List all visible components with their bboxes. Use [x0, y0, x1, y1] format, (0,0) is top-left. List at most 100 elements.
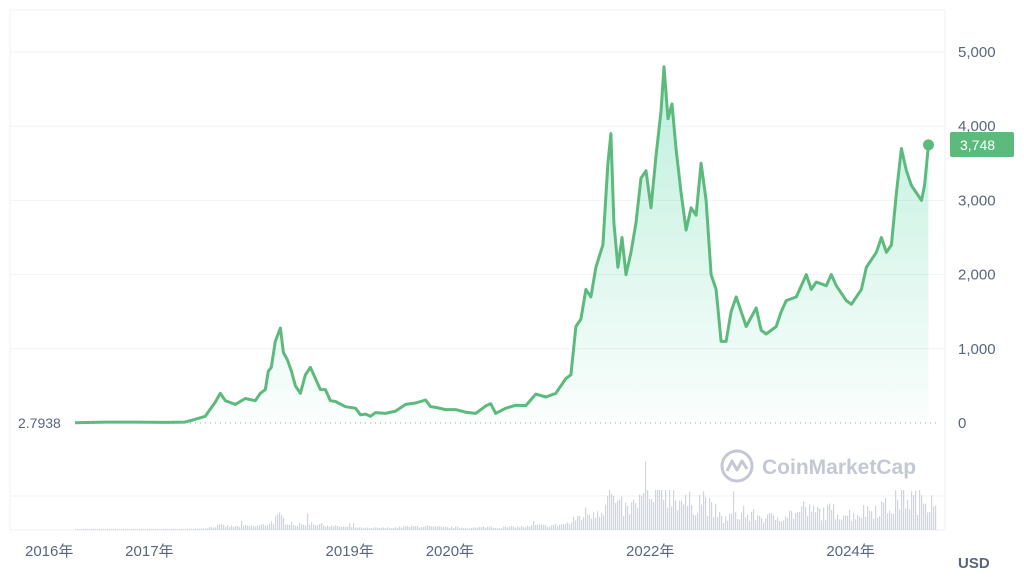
volume-bar [307, 513, 309, 530]
volume-bar [819, 508, 821, 530]
volume-bar [203, 528, 205, 530]
volume-bar [917, 514, 919, 530]
volume-bar [143, 528, 145, 530]
volume-bar [629, 514, 631, 530]
volume-bar [431, 526, 433, 530]
x-tick-label: 2024年 [826, 543, 874, 560]
volume-bar [493, 527, 495, 530]
volume-bar [103, 528, 105, 530]
volume-bar [815, 512, 817, 530]
volume-bar [711, 502, 713, 530]
volume-bar [663, 499, 665, 530]
volume-bar [789, 510, 791, 530]
volume-bar [489, 526, 491, 530]
volume-bar [409, 527, 411, 530]
volume-bar [887, 513, 889, 530]
volume-bar [171, 528, 173, 530]
volume-bar [429, 525, 431, 530]
volume-bar [289, 524, 291, 530]
volume-bar [719, 512, 721, 530]
volume-bar [463, 528, 465, 530]
volume-bar [863, 505, 865, 530]
volume-bar [795, 512, 797, 530]
volume-bar [727, 520, 729, 530]
start-value-label: 2.7938 [18, 415, 61, 431]
watermark-text: CoinMarketCap [762, 456, 916, 479]
volume-bar [821, 520, 823, 530]
volume-bar [259, 525, 261, 530]
volume-bar [537, 524, 539, 530]
volume-bar [541, 524, 543, 530]
volume-bar [315, 525, 317, 530]
volume-bar [667, 507, 669, 530]
volume-bar [851, 520, 853, 530]
y-tick-label: 0 [958, 415, 966, 432]
volume-bar [129, 528, 131, 530]
volume-bar [859, 516, 861, 530]
volume-bar [439, 526, 441, 530]
volume-bar [95, 528, 97, 530]
volume-bar [531, 525, 533, 530]
volume-bar [615, 503, 617, 530]
volume-bar [475, 527, 477, 530]
volume-bar [367, 527, 369, 530]
volume-bar [215, 527, 217, 530]
volume-bar [709, 497, 711, 530]
volume-bar [269, 523, 271, 530]
volume-bar [127, 528, 129, 530]
volume-bar [811, 511, 813, 530]
volume-bar [649, 498, 651, 530]
volume-bar [545, 524, 547, 530]
volume-bar [257, 525, 259, 530]
volume-bar [253, 526, 255, 530]
volume-bar [351, 527, 353, 530]
volume-bar [119, 528, 121, 530]
x-tick-label: 2019年 [326, 543, 374, 560]
volume-bar [897, 499, 899, 530]
volume-bar [683, 504, 685, 530]
volume-bar [149, 528, 151, 530]
volume-bar [267, 525, 269, 530]
volume-bar [929, 511, 931, 530]
volume-bar [621, 496, 623, 530]
volume-bar [637, 508, 639, 530]
volume-bar [197, 528, 199, 530]
volume-bar [473, 527, 475, 530]
volume-bar [111, 528, 113, 530]
volume-bar [841, 519, 843, 530]
volume-bar [519, 527, 521, 530]
volume-bar [251, 525, 253, 530]
volume-bar [411, 525, 413, 530]
volume-bar [293, 525, 295, 530]
volume-bar [485, 527, 487, 530]
volume-bar [317, 525, 319, 530]
volume-bar [633, 499, 635, 530]
volume-bar [275, 516, 277, 530]
volume-bar [273, 524, 275, 530]
coinmarketcap-logo-icon [720, 449, 754, 483]
volume-bar [323, 525, 325, 530]
volume-bar [387, 527, 389, 530]
volume-bar [655, 490, 657, 530]
volume-bar [435, 526, 437, 530]
volume-bar [869, 510, 871, 530]
volume-bar [527, 525, 529, 530]
volume-bar [557, 526, 559, 530]
volume-bar [117, 528, 119, 530]
volume-bar [247, 525, 249, 530]
volume-bar [213, 527, 215, 530]
volume-bar [751, 511, 753, 530]
volume-bar [263, 524, 265, 530]
volume-bar [139, 528, 141, 530]
volume-bar [297, 525, 299, 530]
volume-bar [589, 514, 591, 530]
volume-bar [189, 528, 191, 530]
volume-bar [355, 527, 357, 530]
volume-bar [337, 526, 339, 530]
volume-bar [605, 504, 607, 530]
volume-bar [679, 500, 681, 530]
grid-lines [10, 51, 945, 350]
volume-bar [651, 499, 653, 530]
volume-bar [555, 524, 557, 530]
volume-bar [325, 526, 327, 530]
